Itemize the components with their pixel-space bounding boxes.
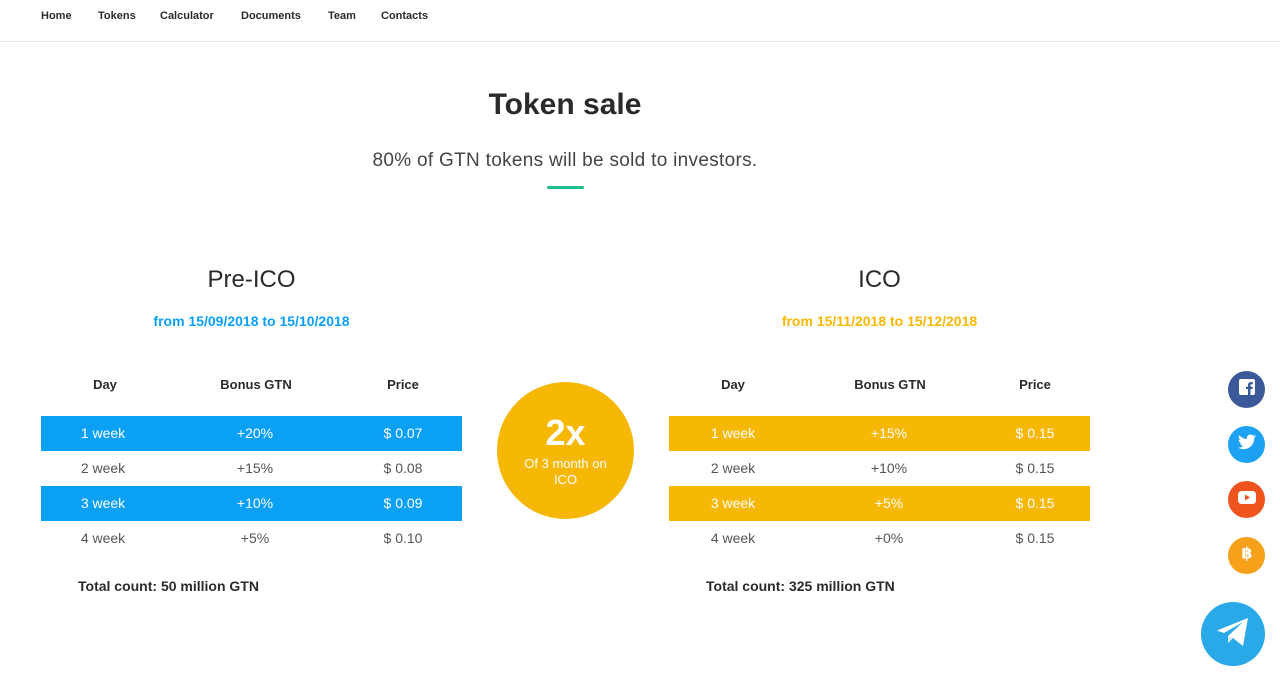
- pre-ico-table-header: Day Bonus GTN Price: [41, 370, 462, 400]
- cell-bonus: +5%: [240, 530, 270, 546]
- page-subtitle: 80% of GTN tokens will be sold to invest…: [372, 150, 758, 171]
- ico-dates: from 15/11/2018 to 15/12/2018: [781, 313, 978, 329]
- title-underline-divider: [547, 186, 584, 189]
- cell-price: $ 0.15: [1015, 530, 1055, 546]
- cell-bonus: +10%: [236, 495, 274, 511]
- ico-total-count: Total count: 325 million GTN: [706, 578, 895, 594]
- table-row: 3 week +5% $ 0.15: [669, 486, 1090, 521]
- pre-ico-title: Pre-ICO: [207, 266, 296, 293]
- cell-price: $ 0.09: [383, 495, 423, 511]
- pre-ico-total-count: Total count: 50 million GTN: [78, 578, 259, 594]
- cell-bonus: +20%: [236, 425, 274, 441]
- table-row: 4 week +0% $ 0.15: [669, 521, 1090, 556]
- multiplier-caption: Of 3 month on ICO: [524, 456, 607, 487]
- table-row: 3 week +10% $ 0.09: [41, 486, 462, 521]
- ico-table: Day Bonus GTN Price 1 week +15% $ 0.15 2…: [669, 370, 1090, 556]
- pre-ico-table: Day Bonus GTN Price 1 week +20% $ 0.07 2…: [41, 370, 462, 556]
- cell-bonus: +15%: [870, 425, 908, 441]
- bonus-multiplier-badge: 2x Of 3 month on ICO: [497, 382, 634, 519]
- cell-day: 2 week: [710, 460, 756, 476]
- pre-ico-dates: from 15/09/2018 to 15/10/2018: [153, 313, 350, 329]
- twitter-icon: [1237, 434, 1256, 455]
- column-header-bonus: Bonus GTN: [854, 377, 926, 392]
- multiplier-value: 2x: [545, 412, 586, 453]
- cell-price: $ 0.10: [383, 530, 423, 546]
- cell-day: 1 week: [80, 425, 126, 441]
- column-header-price: Price: [387, 377, 419, 392]
- nav-team[interactable]: Team: [328, 10, 356, 22]
- youtube-icon: [1237, 490, 1256, 509]
- column-header-price: Price: [1019, 377, 1051, 392]
- column-header-bonus: Bonus GTN: [220, 377, 292, 392]
- cell-price: $ 0.15: [1015, 495, 1055, 511]
- twitter-button[interactable]: [1228, 426, 1265, 463]
- cell-bonus: +15%: [236, 460, 274, 476]
- ico-title: ICO: [858, 266, 901, 293]
- nav-contacts[interactable]: Contacts: [381, 10, 429, 22]
- nav-calculator[interactable]: Calculator: [160, 10, 214, 22]
- bitcoin-icon: ฿: [1238, 544, 1256, 567]
- cell-day: 2 week: [80, 460, 126, 476]
- telegram-button[interactable]: [1201, 602, 1265, 666]
- column-header-day: Day: [93, 377, 117, 392]
- cell-bonus: +0%: [874, 530, 904, 546]
- youtube-button[interactable]: [1228, 481, 1265, 518]
- cell-bonus: +10%: [870, 460, 908, 476]
- facebook-icon: [1238, 378, 1256, 401]
- cell-price: $ 0.08: [383, 460, 423, 476]
- table-row: 1 week +15% $ 0.15: [669, 416, 1090, 451]
- cell-day: 4 week: [80, 530, 126, 546]
- cell-price: $ 0.15: [1015, 425, 1055, 441]
- cell-day: 3 week: [80, 495, 126, 511]
- cell-price: $ 0.15: [1015, 460, 1055, 476]
- ico-table-header: Day Bonus GTN Price: [669, 370, 1090, 400]
- cell-day: 3 week: [710, 495, 756, 511]
- cell-day: 4 week: [710, 530, 756, 546]
- cell-bonus: +5%: [874, 495, 904, 511]
- nav-home[interactable]: Home: [41, 10, 72, 22]
- bitcoin-button[interactable]: ฿: [1228, 537, 1265, 574]
- nav-documents[interactable]: Documents: [241, 10, 301, 22]
- nav-tokens[interactable]: Tokens: [98, 10, 136, 22]
- table-row: 4 week +5% $ 0.10: [41, 521, 462, 556]
- table-row: 2 week +10% $ 0.15: [669, 451, 1090, 486]
- page-title: Token sale: [488, 88, 642, 121]
- cell-price: $ 0.07: [383, 425, 423, 441]
- cell-day: 1 week: [710, 425, 756, 441]
- table-row: 1 week +20% $ 0.07: [41, 416, 462, 451]
- svg-text:฿: ฿: [1241, 544, 1252, 562]
- facebook-button[interactable]: [1228, 371, 1265, 408]
- column-header-day: Day: [721, 377, 745, 392]
- table-row: 2 week +15% $ 0.08: [41, 451, 462, 486]
- telegram-icon: [1216, 617, 1250, 652]
- top-navigation: Home Tokens Calculator Documents Team Co…: [0, 0, 1280, 42]
